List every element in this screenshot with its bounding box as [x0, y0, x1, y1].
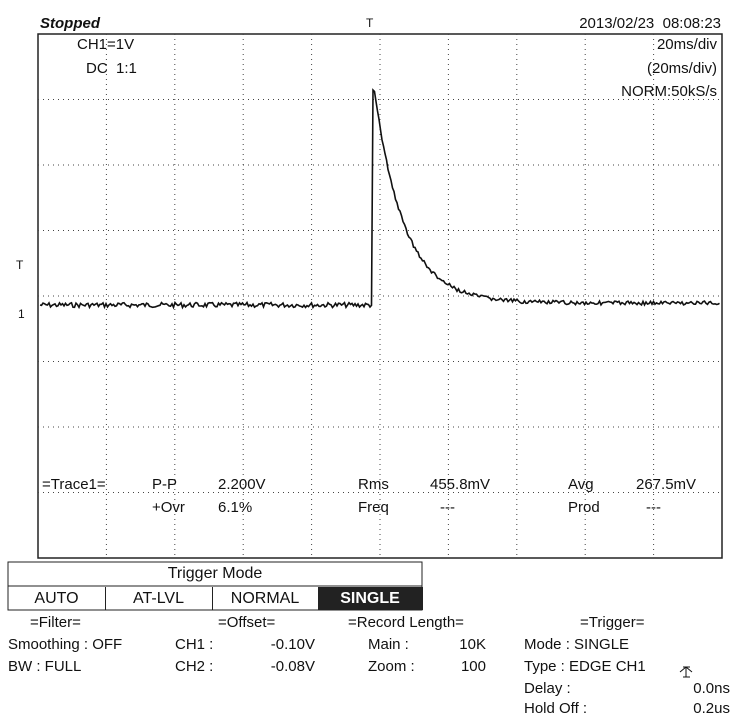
meas-label: Prod	[568, 499, 600, 517]
meas-label: Rms	[358, 476, 389, 494]
record-value: 10K	[420, 636, 486, 654]
meas-label: Freq	[358, 499, 389, 517]
meas-value: 6.1%	[218, 499, 252, 517]
record-label: Zoom :	[368, 658, 415, 676]
trigger-label: Delay :	[524, 680, 571, 698]
offset-label: CH1 :	[175, 636, 213, 654]
ground-marker: 1	[18, 305, 25, 323]
channel-coupling: DC 1:1	[86, 60, 137, 78]
record-value: 100	[420, 658, 486, 676]
trigger-label: Hold Off :	[524, 700, 587, 718]
trigger-value: 0.2us	[630, 700, 730, 718]
offset-title: =Offset=	[218, 614, 275, 632]
status: Stopped	[40, 15, 100, 33]
meas-label: +Ovr	[152, 499, 185, 517]
offset-value: -0.08V	[235, 658, 315, 676]
acquisition-mode: NORM:50kS/s	[517, 83, 717, 101]
timebase: 20ms/div	[517, 36, 717, 54]
filter-smoothing: Smoothing : OFF	[8, 636, 122, 654]
trigger-mode-title: Trigger Mode	[8, 565, 422, 583]
channel-scale: CH1=1V	[77, 36, 134, 54]
meas-label: P-P	[152, 476, 177, 494]
scope-screen: Stopped T 2013/02/23 08:08:23 CH1=1V DC …	[0, 0, 735, 718]
trigger-mode-button[interactable]: AUTO	[8, 587, 106, 610]
filter-title: =Filter=	[30, 614, 81, 632]
timebase-actual: (20ms/div)	[517, 60, 717, 78]
trigger-mode-button[interactable]: AT-LVL	[105, 587, 213, 610]
trigger-mode: Mode : SINGLE	[524, 636, 629, 654]
record-title: =Record Length=	[348, 614, 464, 632]
graticule	[0, 0, 735, 718]
meas-label: Avg	[568, 476, 594, 494]
meas-value: ---	[646, 499, 661, 517]
trigger-title: =Trigger=	[580, 614, 644, 632]
trigger-value: 0.0ns	[630, 680, 730, 698]
offset-label: CH2 :	[175, 658, 213, 676]
meas-value: 267.5mV	[636, 476, 696, 494]
edge-icon	[680, 667, 692, 677]
trigger-position-marker: T	[366, 14, 373, 32]
trigger-mode-button[interactable]: NORMAL	[212, 587, 319, 610]
trigger-mode-button[interactable]: SINGLE	[318, 587, 423, 610]
filter-bw: BW : FULL	[8, 658, 81, 676]
trigger-level-marker: T	[16, 256, 23, 274]
meas-source: =Trace1=	[42, 476, 106, 494]
meas-value: ---	[440, 499, 455, 517]
offset-value: -0.10V	[235, 636, 315, 654]
record-label: Main :	[368, 636, 409, 654]
trigger-type: Type : EDGE CH1	[524, 658, 646, 676]
meas-value: 455.8mV	[430, 476, 490, 494]
meas-value: 2.200V	[218, 476, 266, 494]
datetime: 2013/02/23 08:08:23	[501, 15, 721, 33]
